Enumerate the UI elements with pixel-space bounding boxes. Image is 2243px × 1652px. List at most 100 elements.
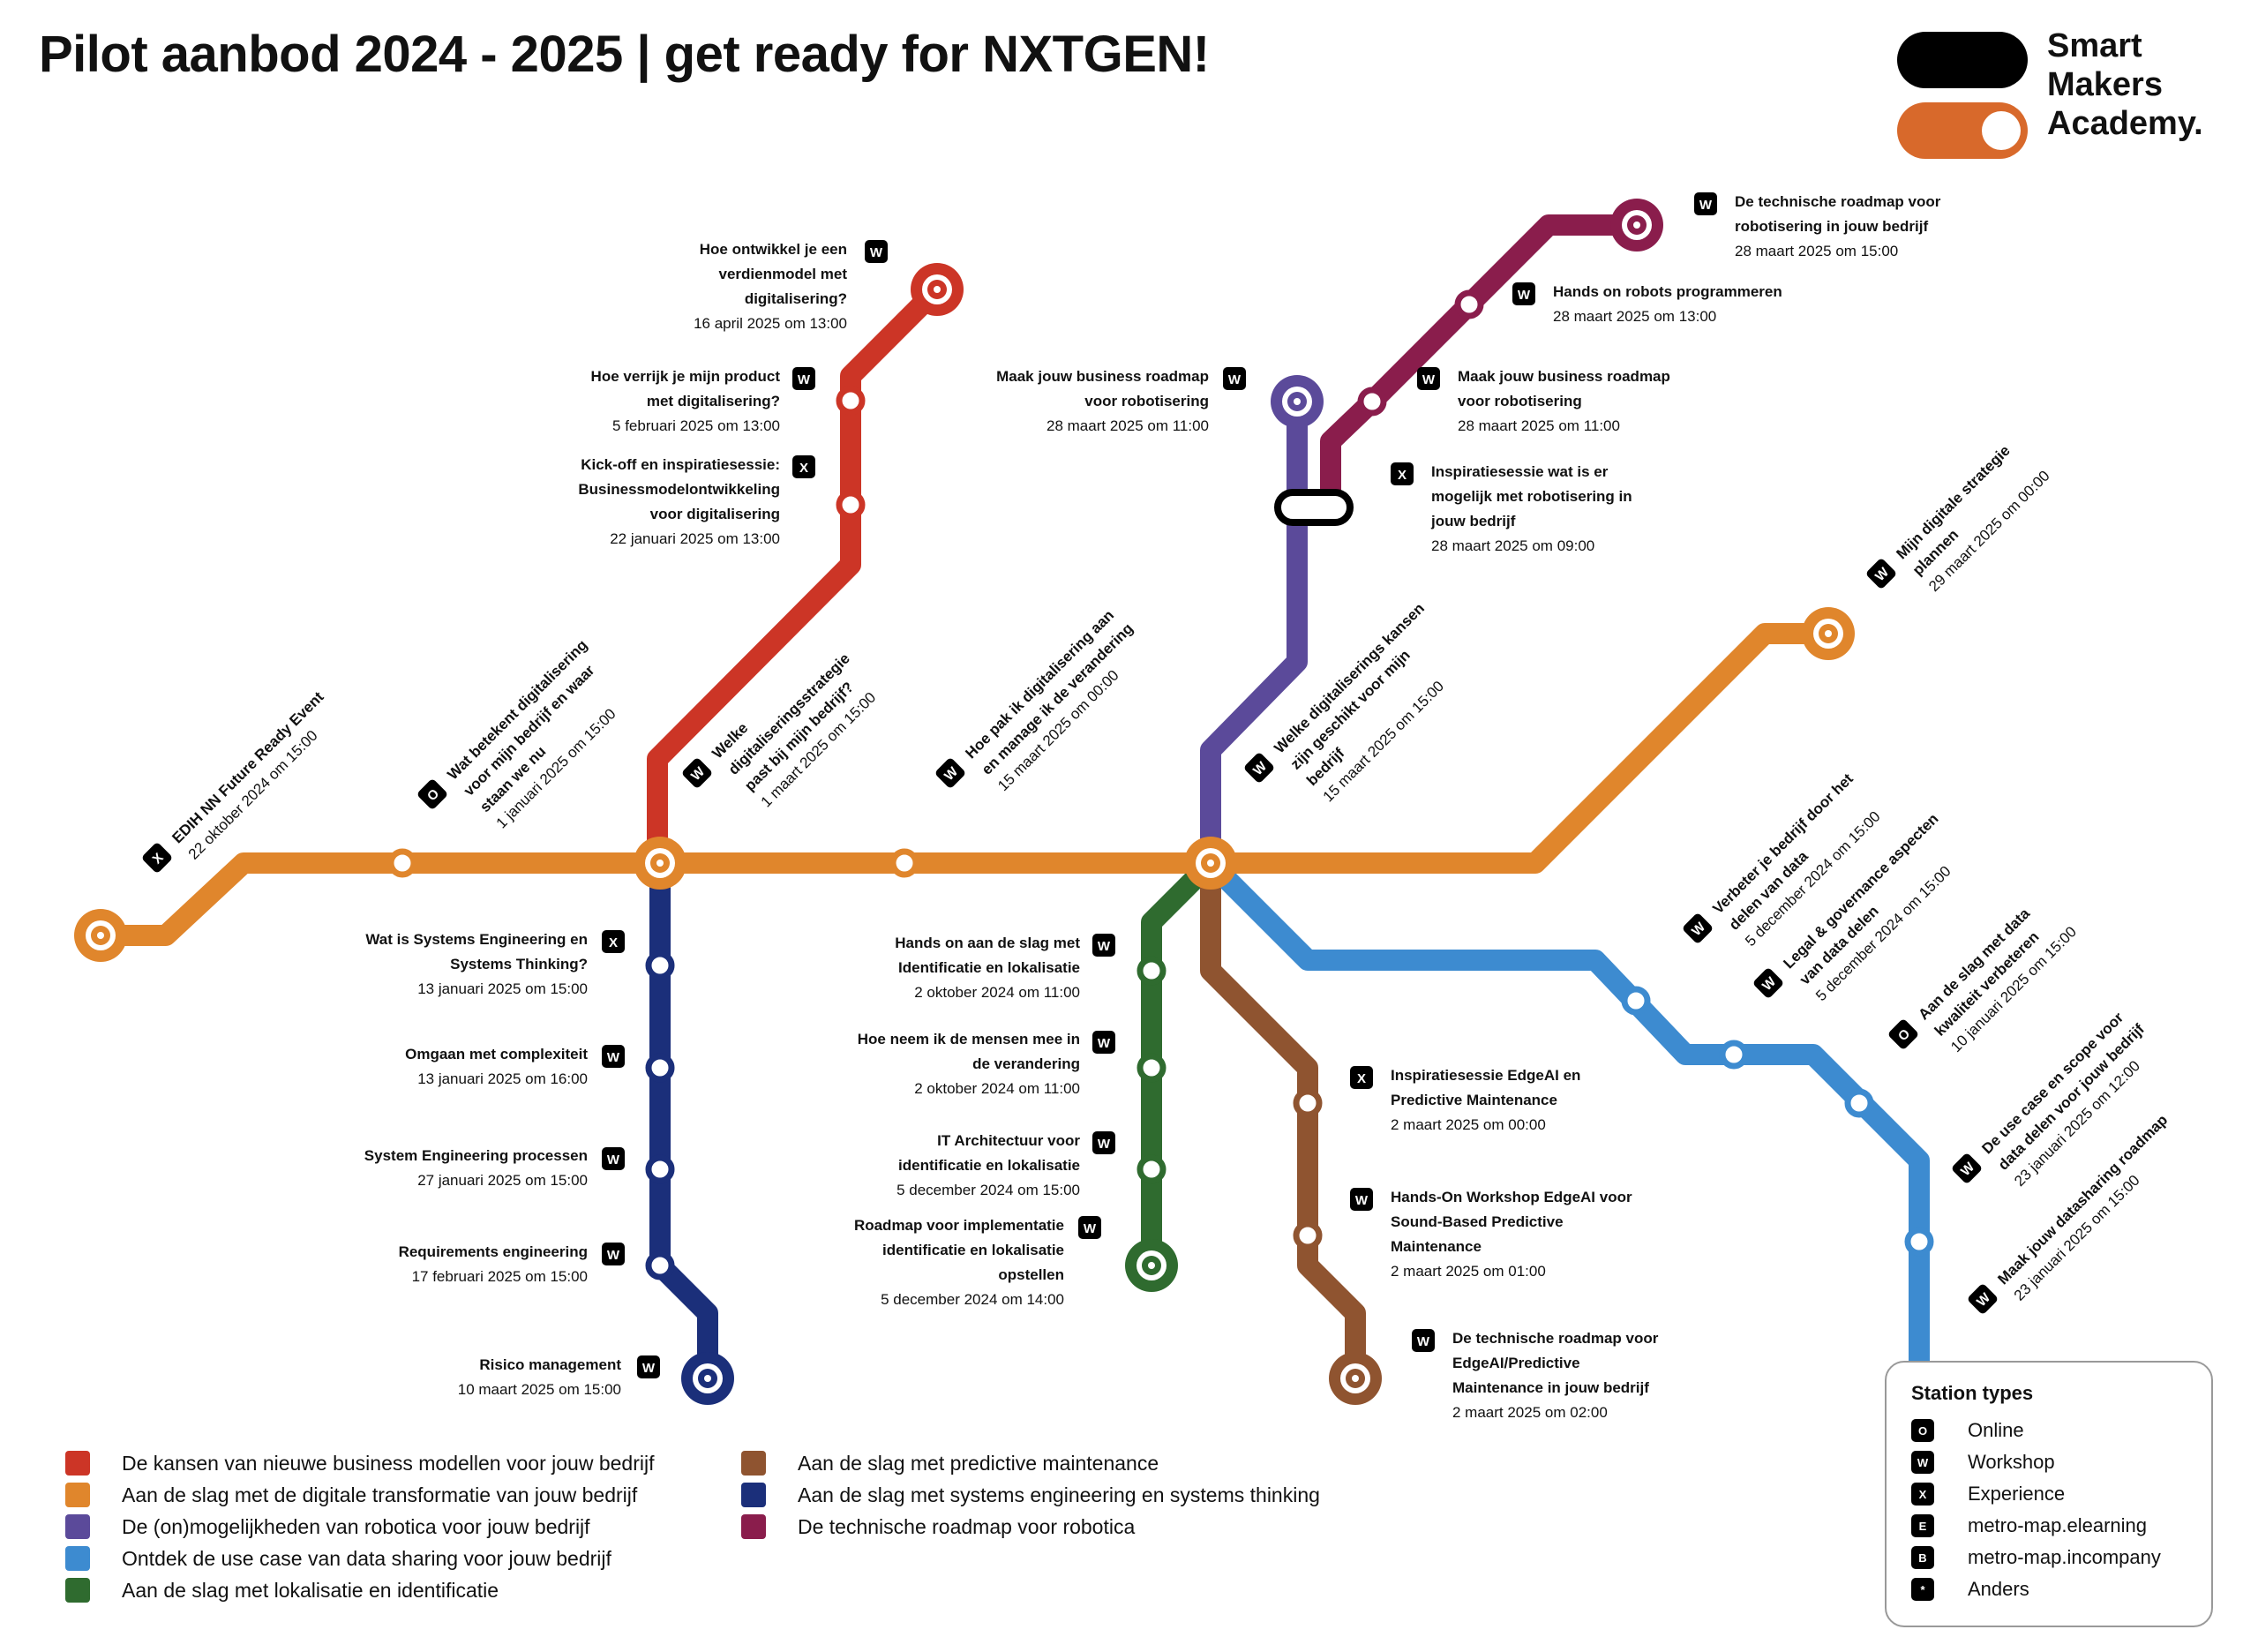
- station-label[interactable]: System Engineering processen 27 januari 2…: [364, 1147, 625, 1189]
- plum-stop[interactable]: [1454, 289, 1484, 319]
- plum-stop[interactable]: [1357, 387, 1387, 417]
- svg-text:W: W: [607, 1153, 620, 1168]
- navy-stop[interactable]: [645, 1053, 675, 1083]
- interchange-hub-west[interactable]: [634, 837, 686, 890]
- station-type-badge: W: [792, 367, 815, 390]
- red-stop[interactable]: [836, 490, 866, 520]
- station-label[interactable]: Wat is Systems Engineering en Systems Thi…: [365, 930, 625, 997]
- station-type-badge: W: [1350, 1188, 1373, 1211]
- navy-terminus[interactable]: [681, 1352, 734, 1405]
- station-title: Hoe verrijk je mijn product: [591, 368, 781, 385]
- logo-toggle-knob: [1982, 111, 2021, 150]
- station-title: Omgaan met complexiteit: [405, 1046, 588, 1063]
- logo-wordmark: Smart Makers Academy.: [2047, 26, 2203, 143]
- station-type-badge: W: [1866, 559, 1896, 589]
- station-label[interactable]: Hands on aan de slag met Identificatie en…: [895, 934, 1115, 1001]
- station-label[interactable]: Hands-On Workshop EdgeAI voor Sound-Based…: [1350, 1188, 1632, 1280]
- svg-text:W: W: [1098, 1036, 1111, 1051]
- legend-label: Aan de slag met predictive maintenance: [798, 1451, 1159, 1475]
- station-label[interactable]: Inspiratiesessie EdgeAI en Predictive Mai…: [1350, 1066, 1580, 1133]
- station-date: 27 januari 2025 om 15:00: [417, 1172, 588, 1189]
- station-title: IT Architectuur voor: [937, 1132, 1080, 1149]
- station-title: Hands on robots programmeren: [1553, 283, 1782, 300]
- lightblue-stop[interactable]: [1844, 1088, 1874, 1118]
- station-label[interactable]: Roadmap voor implementatie identificatie …: [854, 1216, 1101, 1308]
- station-title: jouw bedrijf: [1430, 513, 1516, 529]
- lightblue-stop[interactable]: [1621, 986, 1651, 1016]
- orange-stop[interactable]: [387, 848, 417, 878]
- orange-terminus-west[interactable]: [74, 909, 127, 962]
- station-type-badge: W: [602, 1147, 625, 1170]
- station-label[interactable]: Hands on robots programmeren 28 maart 202…: [1512, 282, 1782, 325]
- svg-text:X: X: [799, 461, 808, 476]
- green-stop[interactable]: [1137, 956, 1167, 986]
- lightblue-stop[interactable]: [1904, 1227, 1934, 1257]
- green-terminus[interactable]: [1125, 1239, 1178, 1292]
- station-type-badge: W: [865, 240, 888, 263]
- orange-stop[interactable]: [889, 848, 919, 878]
- station-title: EDIH NN Future Ready Event: [169, 688, 326, 846]
- station-date: 5 februari 2025 om 13:00: [612, 417, 780, 434]
- legend-item-predictive-maintenance: Aan de slag met predictive maintenance: [741, 1447, 1159, 1479]
- orange-terminus-east[interactable]: [1802, 607, 1855, 660]
- station-title: robotisering in jouw bedrijf: [1735, 218, 1928, 235]
- red-stop[interactable]: [836, 386, 866, 416]
- station-type-badge: W: [1412, 1329, 1435, 1352]
- navy-stop[interactable]: [645, 1154, 675, 1184]
- station-title: Inspiratiesessie EdgeAI en: [1391, 1067, 1580, 1084]
- legend-item-robotics: De (on)mogelijkheden van robotica voor j…: [65, 1511, 590, 1543]
- station-title: Risico management: [479, 1356, 621, 1373]
- station-label[interactable]: Requirements engineering 17 februari 2025…: [399, 1243, 625, 1285]
- station-type-badge: W: [682, 758, 712, 788]
- station-label[interactable]: Risico management 10 maart 2025 om 15:00 W: [458, 1355, 660, 1398]
- station-type-badge: W: [602, 1045, 625, 1068]
- interchange-hub-east[interactable]: [1184, 837, 1237, 890]
- station-label[interactable]: De technische roadmap voor EdgeAI/Predict…: [1412, 1329, 1659, 1421]
- station-title: Wat is Systems Engineering en: [365, 931, 588, 948]
- station-types-title: Station types: [1911, 1382, 2034, 1404]
- navy-stop[interactable]: [645, 1250, 675, 1280]
- station-type-label: Online: [1968, 1419, 2024, 1441]
- station-date: 2 oktober 2024 om 11:00: [914, 984, 1080, 1001]
- red-terminus[interactable]: [911, 263, 964, 316]
- plum-terminus[interactable]: [1610, 199, 1663, 252]
- station-label[interactable]: Maak jouw business roadmap voor robotiser…: [996, 367, 1246, 434]
- station-label[interactable]: Inspiratiesessie wat is er mogelijk met r…: [1391, 462, 1632, 554]
- brown-stop[interactable]: [1293, 1088, 1323, 1118]
- legend-label: Aan de slag met de digitale transformati…: [122, 1483, 638, 1506]
- brown-terminus[interactable]: [1329, 1352, 1382, 1405]
- station-title: en manage ik de verandering: [979, 620, 1137, 778]
- station-label[interactable]: Maak jouw business roadmap voor robotiser…: [1417, 367, 1670, 434]
- station-label[interactable]: Omgaan met complexiteit 13 januari 2025 o…: [405, 1045, 625, 1087]
- station-label[interactable]: IT Architectuur voor identificatie en lok…: [896, 1131, 1115, 1198]
- station-label[interactable]: Hoe ontwikkel je een verdienmodel met digi…: [694, 240, 888, 332]
- smart-makers-academy-logo: Smart Makers Academy.: [1897, 26, 2224, 168]
- svg-text:W: W: [1355, 1193, 1369, 1208]
- station-title: Maak jouw business roadmap: [996, 368, 1209, 385]
- station-type-badge: W: [1753, 968, 1783, 998]
- lightblue-stop[interactable]: [1719, 1040, 1749, 1070]
- navy-stop[interactable]: [645, 950, 675, 980]
- brown-stop[interactable]: [1293, 1220, 1323, 1250]
- station-date: 13 januari 2025 om 16:00: [417, 1070, 588, 1087]
- legend-item-localisation: Aan de slag met lokalisatie en identific…: [65, 1574, 499, 1606]
- station-label[interactable]: De technische roadmap voor robotisering i…: [1694, 192, 1941, 259]
- station-title: de verandering: [972, 1055, 1080, 1072]
- station-label[interactable]: Hoe neem ik de mensen mee in de veranderi…: [858, 1031, 1115, 1097]
- green-stop[interactable]: [1137, 1053, 1167, 1083]
- legend-swatch: [65, 1578, 90, 1603]
- station-label[interactable]: Kick-off en inspiratiesessie: Businessmod…: [578, 455, 815, 547]
- legend-swatch: [65, 1483, 90, 1507]
- legend-item-digital-transformation: Aan de slag met de digitale transformati…: [65, 1479, 637, 1511]
- green-stop[interactable]: [1137, 1154, 1167, 1184]
- purple-terminus[interactable]: [1271, 375, 1324, 428]
- station-label[interactable]: Hoe verrijk je mijn product met digitalis…: [591, 367, 815, 434]
- logo-toggle-black: [1897, 32, 2028, 88]
